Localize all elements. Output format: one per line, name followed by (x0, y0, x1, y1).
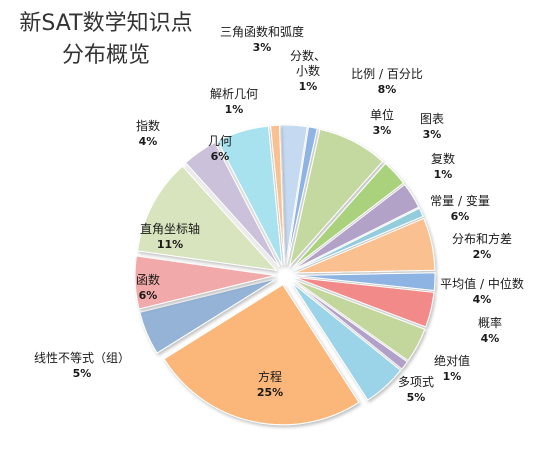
pie-slice-6 (293, 207, 424, 272)
pie-slice-4 (291, 162, 405, 269)
pie-slice-17 (184, 141, 280, 268)
chart-title-line-2: 分布概览 (61, 43, 150, 68)
pie-slice-15 (134, 255, 276, 310)
pie-slice-7 (294, 217, 436, 274)
pie-slice-10 (293, 279, 426, 362)
chart-title-line-1: 新SAT数学知识点 (19, 11, 193, 36)
slice-label-7: 常量 / 变量 6% (430, 193, 490, 223)
pie-slice-8 (294, 272, 436, 292)
slice-label-14: 线性不等式（组） 5% (34, 351, 130, 380)
pie-slices (134, 124, 436, 426)
slice-label-6: 复数 1% (431, 151, 455, 181)
slice-label-4: 单位 3% (370, 107, 394, 137)
slice-label-12: 多项式 5% (398, 375, 434, 404)
slice-label-10: 概率 4% (478, 315, 502, 345)
slice-label-18: 几何 6% (208, 134, 232, 163)
chart-title: 新SAT数学知识点 分布概览 (6, 8, 206, 72)
slice-label-5: 图表 3% (420, 112, 444, 141)
pie-slice-5 (293, 183, 420, 271)
slice-label-9: 平均值 / 中位数 4% (440, 276, 524, 306)
slice-label-2: 分数、小数 1% (290, 48, 326, 93)
slice-label-3: 比例 / 百分比 8% (351, 67, 423, 96)
slice-label-8: 分布和方差 2% (452, 231, 512, 261)
slice-label-1: 三角函数和弧度 3% (220, 24, 304, 54)
pie-slice-16 (136, 165, 278, 271)
pie-slice-13 (163, 284, 360, 426)
slice-label-13: 方程 25% (257, 369, 283, 399)
pie-slice-1 (280, 124, 308, 266)
slice-label-11: 绝对值 1% (434, 353, 470, 383)
pie-slice-2 (286, 126, 318, 266)
pie-slice-12 (291, 282, 402, 401)
pie-slice-9 (294, 276, 435, 328)
slice-label-15: 函数 6% (136, 272, 160, 302)
slice-label-17: 指数 4% (136, 118, 160, 148)
pie-slice-11 (292, 280, 408, 370)
slice-label-16: 直角坐标轴 11% (140, 221, 200, 251)
pie-slice-3 (288, 128, 384, 268)
pie-slice-18 (216, 125, 283, 266)
pie-labels: 三角函数和弧度 3%分数、小数 1% 比例 / 百分比 8% 单位 3% 图表 3% 复数 1% 常量… (34, 24, 524, 404)
slice-label-19: 解析几何 1% (210, 87, 258, 116)
pie-slice-19 (270, 124, 285, 266)
pie-slice-14 (139, 278, 277, 354)
